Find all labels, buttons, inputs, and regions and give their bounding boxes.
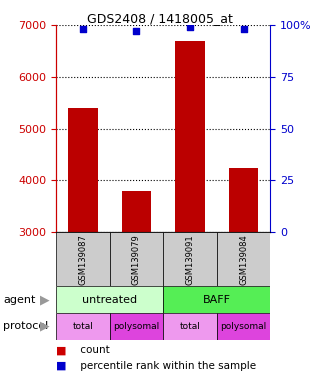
Text: GSM139084: GSM139084 <box>239 234 248 285</box>
Point <box>80 26 85 32</box>
Point <box>134 28 139 34</box>
Bar <box>122 191 151 232</box>
Bar <box>163 313 217 340</box>
Text: GSM139091: GSM139091 <box>186 234 195 285</box>
Bar <box>56 313 109 340</box>
Text: count: count <box>77 345 109 355</box>
Bar <box>109 232 163 286</box>
Text: ■: ■ <box>56 345 67 355</box>
Bar <box>56 286 163 313</box>
Text: protocol: protocol <box>3 321 48 331</box>
Bar <box>109 313 163 340</box>
Bar <box>229 167 258 232</box>
Text: agent: agent <box>3 295 36 305</box>
Bar <box>163 232 217 286</box>
Bar <box>217 232 270 286</box>
Bar <box>175 40 205 232</box>
Bar <box>163 286 270 313</box>
Text: ▶: ▶ <box>40 320 50 333</box>
Text: total: total <box>72 322 93 331</box>
Text: percentile rank within the sample: percentile rank within the sample <box>77 361 256 371</box>
Point <box>188 24 193 30</box>
Text: untreated: untreated <box>82 295 137 305</box>
Text: ▶: ▶ <box>40 293 50 306</box>
Point <box>241 26 246 32</box>
Text: polysomal: polysomal <box>113 322 160 331</box>
Text: polysomal: polysomal <box>220 322 267 331</box>
Text: GSM139079: GSM139079 <box>132 234 141 285</box>
Bar <box>68 108 98 232</box>
Text: GDS2408 / 1418005_at: GDS2408 / 1418005_at <box>87 12 233 25</box>
Text: ■: ■ <box>56 361 67 371</box>
Text: GSM139087: GSM139087 <box>78 234 87 285</box>
Bar <box>217 313 270 340</box>
Bar <box>56 232 109 286</box>
Text: BAFF: BAFF <box>203 295 231 305</box>
Text: total: total <box>180 322 200 331</box>
